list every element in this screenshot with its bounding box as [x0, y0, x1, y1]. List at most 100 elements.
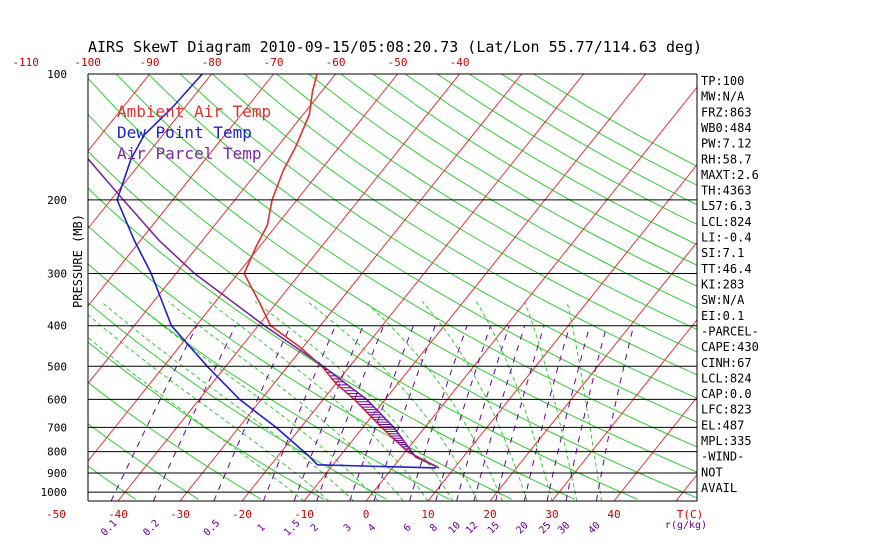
chart-title: AIRS SkewT Diagram 2010-09-15/05:08:20.7… [88, 38, 702, 56]
index-entry: RH:58.7 [701, 152, 752, 166]
dry-adiabat [276, 74, 697, 331]
moist-adiabat [254, 301, 454, 501]
legend: Ambient Air Temp Dew Point Temp Air Parcel… [117, 102, 271, 163]
moist-adiabat [167, 301, 404, 501]
index-entry: MPL:335 [701, 434, 752, 448]
moist-adiabat [132, 301, 379, 501]
pressure-tick-label: 400 [47, 320, 67, 333]
dry-adiabat [88, 225, 513, 500]
bottom-temp-tick-label: 10 [421, 508, 434, 521]
top-temp-tick-label: -100 [74, 56, 101, 69]
isotherm [613, 396, 697, 501]
index-entry: TP:100 [701, 74, 744, 88]
y-axis-label: PRESSURE (MB) [71, 214, 85, 308]
legend-entry: Air Parcel Temp [117, 144, 262, 163]
index-entry: MAXT:2.6 [701, 168, 759, 182]
isotherm [88, 74, 150, 152]
dry-adiabat [340, 74, 697, 287]
isotherm [88, 74, 212, 230]
pressure-tick-label: 900 [47, 467, 67, 480]
index-entry: NOT [701, 465, 723, 479]
dry-adiabat [308, 74, 697, 309]
index-entry: EL:487 [701, 418, 744, 432]
dry-adiabat [88, 113, 697, 499]
moist-adiabat [566, 301, 603, 501]
pressure-tick-label: 800 [47, 446, 67, 459]
plot-frame [87, 73, 698, 502]
index-entry: FRZ:863 [701, 105, 752, 119]
bottom-temp-tick-label: 40 [607, 508, 620, 521]
index-entry: LCL:824 [701, 371, 752, 385]
dry-adiabat [372, 74, 697, 266]
mixing-ratio-line [213, 325, 291, 501]
series-line-air-parcel-temp [88, 157, 440, 469]
mixing-ratio-line [456, 325, 510, 501]
index-entry: L57:6.3 [701, 199, 752, 213]
bottom-temp-tick-label: -10 [294, 508, 314, 521]
pressure-tick-label: 500 [47, 360, 67, 373]
dry-adiabat [88, 423, 199, 500]
pressure-tick-label: 700 [47, 421, 67, 434]
pressure-tick-label: 1000 [41, 486, 68, 499]
pressure-tick-label: 300 [47, 268, 67, 281]
top-temp-tick-label: -90 [140, 56, 160, 69]
bottom-temp-tick-label: 30 [545, 508, 558, 521]
top-temp-tick-label: -60 [326, 56, 346, 69]
index-entry: CAPE:430 [701, 340, 759, 354]
top-temp-tick-label: -50 [388, 56, 408, 69]
dry-adiabat [88, 341, 325, 500]
index-entry: TH:4363 [701, 184, 752, 198]
dry-adiabat [147, 74, 697, 423]
mixing-ratio-line [495, 325, 545, 501]
dry-adiabat [88, 77, 697, 473]
dry-adiabat [88, 301, 387, 500]
mixing-ratio-line [595, 325, 635, 501]
pressure-tick-label: 100 [47, 68, 67, 81]
dry-adiabat [212, 74, 697, 376]
moist-adiabat [524, 301, 578, 501]
bottom-temp-tick-label: -20 [232, 508, 252, 521]
moist-adiabat [208, 301, 429, 501]
index-entry: -PARCEL- [701, 324, 759, 338]
index-entry: MW:N/A [701, 90, 745, 104]
dry-adiabat [88, 263, 450, 500]
isotherm [179, 74, 522, 501]
top-temp-tick-label: -70 [264, 56, 284, 69]
dry-adiabat [244, 74, 697, 353]
pressure-tick-label: 600 [47, 393, 67, 406]
index-entry: AVAIL [701, 481, 737, 495]
index-entry: LFC:823 [701, 403, 752, 417]
bottom-temp-tick-label: -40 [108, 508, 128, 521]
index-entry: SW:N/A [701, 293, 745, 307]
index-entry: PW:7.12 [701, 137, 752, 151]
legend-entry: Ambient Air Temp [117, 102, 271, 121]
legend-entry: Dew Point Temp [117, 123, 252, 142]
top-temp-tick-label: -110 [12, 56, 39, 69]
index-entry: WB0:484 [701, 121, 752, 135]
isotherm [117, 74, 460, 501]
top-temp-tick-label: -40 [450, 56, 470, 69]
isotherm [303, 74, 646, 501]
moist-adiabat [475, 301, 553, 501]
pressure-tick-label: 200 [47, 194, 67, 207]
dry-adiabat [88, 465, 136, 500]
dry-adiabat [88, 187, 575, 500]
bottom-temp-tick-label: -50 [46, 508, 66, 521]
index-entry: LI:-0.4 [701, 231, 752, 245]
dry-adiabat [88, 381, 262, 500]
bottom-temp-tick-label: 20 [483, 508, 496, 521]
index-entry: CAP:0.0 [701, 387, 752, 401]
isotherm [88, 74, 336, 385]
dry-adiabat [179, 74, 697, 399]
top-temp-tick-label: -80 [202, 56, 222, 69]
mixing-ratio-line [546, 325, 591, 501]
index-entry: SI:7.1 [701, 246, 744, 260]
dry-adiabat [115, 74, 697, 448]
plot-area [88, 74, 697, 501]
bottom-temp-tick-label: -30 [170, 508, 190, 521]
mixing-ratio-line [110, 325, 198, 501]
index-entry: -WIND- [701, 450, 744, 464]
mixing-ratio-line [565, 325, 608, 501]
index-entry: CINH:67 [701, 356, 752, 370]
